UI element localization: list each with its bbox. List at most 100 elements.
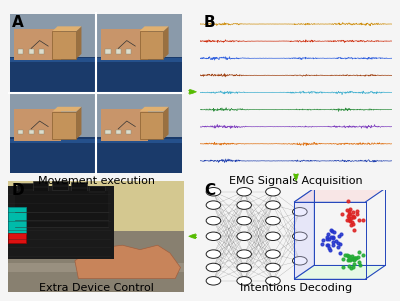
Text: Intentions Decoding: Intentions Decoding	[240, 284, 352, 293]
Point	[350, 255, 356, 260]
Text: B: B	[204, 15, 216, 30]
Text: Extra Device Control: Extra Device Control	[38, 284, 154, 293]
Circle shape	[206, 201, 221, 209]
Point	[330, 243, 336, 247]
Point	[350, 265, 356, 270]
Bar	[10, 57, 95, 92]
Point	[351, 228, 357, 233]
Circle shape	[292, 208, 307, 216]
Bar	[71, 182, 87, 192]
Text: EMG Signals Acquisition: EMG Signals Acquisition	[229, 176, 363, 186]
Bar	[28, 130, 34, 135]
Point	[344, 198, 351, 203]
Bar	[97, 138, 182, 173]
Point	[344, 257, 351, 262]
Bar	[18, 49, 24, 54]
Point	[348, 254, 355, 259]
Circle shape	[237, 277, 252, 285]
Point	[324, 232, 331, 237]
Point	[350, 213, 356, 218]
Point	[323, 243, 330, 248]
Point	[352, 256, 358, 260]
Circle shape	[237, 232, 252, 240]
Point	[354, 212, 360, 216]
Bar	[106, 49, 110, 54]
Point	[346, 218, 352, 222]
Point	[346, 253, 352, 258]
Point	[346, 211, 352, 216]
Circle shape	[206, 188, 221, 196]
Bar	[126, 49, 131, 54]
Bar	[116, 130, 121, 135]
Bar	[97, 138, 182, 143]
Polygon shape	[75, 245, 180, 279]
Bar	[18, 130, 24, 135]
Polygon shape	[140, 26, 168, 31]
Circle shape	[266, 188, 280, 196]
Point	[324, 237, 330, 242]
Point	[337, 251, 343, 256]
Bar	[14, 29, 61, 60]
Bar	[89, 186, 105, 196]
Circle shape	[266, 263, 280, 272]
Point	[345, 214, 352, 219]
Circle shape	[266, 277, 280, 285]
Point	[357, 262, 364, 267]
Point	[331, 230, 337, 234]
Point	[334, 244, 341, 249]
Bar	[10, 138, 95, 173]
Point	[360, 252, 366, 257]
Circle shape	[266, 201, 280, 209]
Point	[347, 211, 353, 216]
Bar	[97, 57, 182, 92]
Circle shape	[237, 263, 252, 272]
Bar	[52, 111, 76, 139]
Point	[330, 235, 336, 240]
Point	[326, 236, 332, 241]
Bar	[8, 263, 184, 272]
Polygon shape	[294, 188, 314, 279]
Bar	[10, 94, 95, 173]
Point	[356, 259, 362, 264]
Point	[354, 209, 360, 214]
Point	[347, 258, 353, 263]
Point	[360, 218, 366, 223]
Point	[328, 234, 334, 239]
Point	[353, 255, 360, 260]
Point	[348, 265, 354, 270]
Bar	[28, 49, 34, 54]
Text: Movement execution: Movement execution	[38, 176, 154, 186]
Point	[349, 256, 355, 261]
Bar	[101, 109, 148, 141]
Bar	[10, 138, 95, 143]
Point	[346, 218, 353, 223]
Bar	[39, 49, 44, 54]
Point	[330, 235, 336, 240]
Point	[326, 248, 333, 253]
Text: D: D	[12, 183, 24, 198]
Bar	[8, 207, 26, 234]
Polygon shape	[164, 107, 168, 139]
Point	[350, 262, 357, 267]
Circle shape	[266, 216, 280, 225]
Bar	[101, 29, 148, 60]
Point	[344, 217, 350, 222]
Bar	[97, 58, 182, 62]
Polygon shape	[294, 265, 385, 279]
Point	[346, 207, 353, 212]
Circle shape	[237, 216, 252, 225]
Bar	[106, 130, 110, 135]
Point	[336, 233, 342, 238]
Bar	[116, 49, 121, 54]
Bar	[52, 31, 76, 59]
Circle shape	[292, 232, 307, 240]
Point	[356, 250, 362, 255]
Point	[319, 242, 325, 247]
Point	[337, 241, 343, 246]
Point	[355, 255, 361, 260]
Point	[330, 240, 336, 245]
Point	[351, 214, 358, 219]
Bar	[140, 111, 164, 139]
Point	[346, 257, 352, 262]
Bar	[8, 181, 184, 231]
